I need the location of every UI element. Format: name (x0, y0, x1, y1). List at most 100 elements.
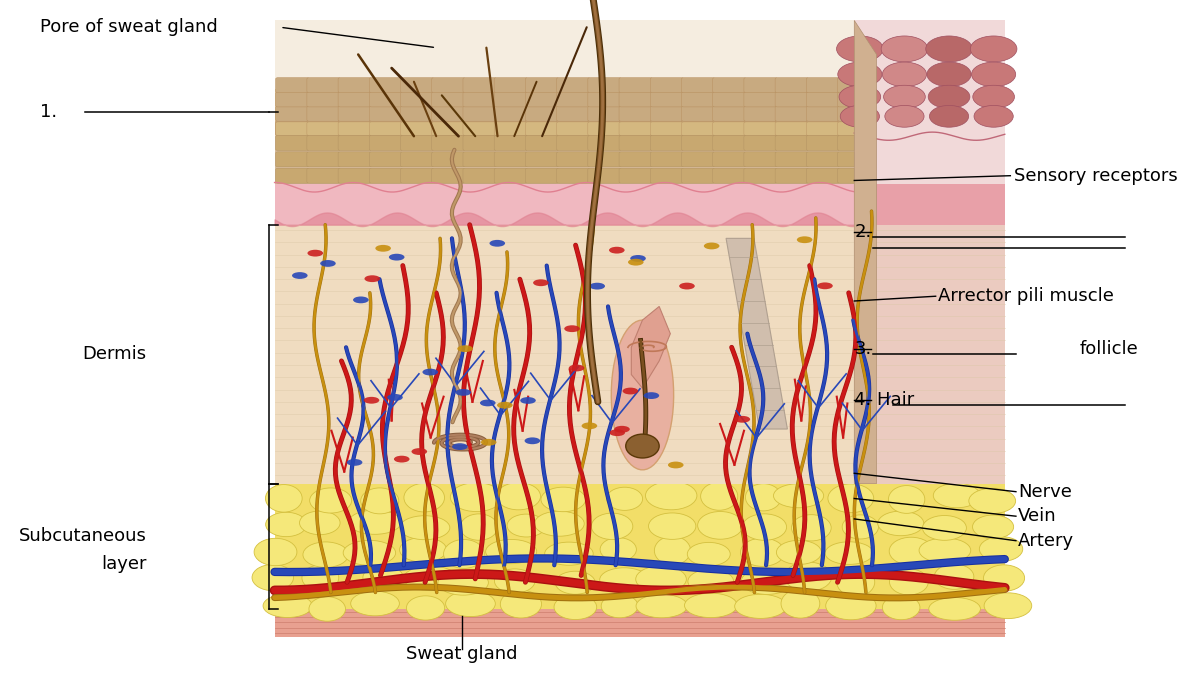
Ellipse shape (556, 571, 595, 595)
FancyBboxPatch shape (494, 92, 528, 107)
Ellipse shape (882, 595, 920, 620)
Ellipse shape (743, 514, 786, 540)
Ellipse shape (534, 511, 584, 536)
Ellipse shape (521, 397, 536, 404)
Ellipse shape (774, 484, 823, 508)
Ellipse shape (481, 439, 497, 445)
Ellipse shape (353, 296, 368, 303)
FancyBboxPatch shape (557, 136, 590, 151)
Ellipse shape (636, 566, 686, 592)
FancyBboxPatch shape (370, 122, 403, 136)
Ellipse shape (541, 487, 586, 511)
FancyBboxPatch shape (775, 121, 809, 136)
Ellipse shape (302, 565, 338, 590)
FancyBboxPatch shape (713, 92, 746, 107)
FancyBboxPatch shape (276, 121, 310, 136)
FancyBboxPatch shape (526, 136, 559, 151)
FancyBboxPatch shape (494, 152, 528, 167)
FancyBboxPatch shape (775, 136, 809, 151)
Ellipse shape (497, 402, 512, 409)
Ellipse shape (884, 106, 924, 127)
FancyBboxPatch shape (463, 106, 497, 121)
Ellipse shape (797, 236, 812, 243)
Text: Nerve: Nerve (1018, 483, 1072, 501)
FancyBboxPatch shape (713, 121, 746, 136)
FancyBboxPatch shape (682, 168, 715, 183)
Ellipse shape (929, 597, 980, 620)
FancyBboxPatch shape (276, 168, 310, 183)
Polygon shape (631, 306, 671, 388)
FancyBboxPatch shape (276, 122, 310, 136)
FancyBboxPatch shape (307, 121, 341, 136)
Ellipse shape (928, 85, 970, 108)
FancyBboxPatch shape (744, 78, 778, 93)
Ellipse shape (606, 487, 643, 510)
Ellipse shape (422, 368, 438, 375)
FancyBboxPatch shape (370, 92, 403, 107)
FancyBboxPatch shape (494, 106, 528, 121)
Text: Dermis: Dermis (83, 345, 146, 363)
Ellipse shape (842, 515, 878, 539)
FancyBboxPatch shape (526, 92, 559, 107)
FancyBboxPatch shape (276, 78, 310, 93)
FancyBboxPatch shape (775, 122, 809, 136)
FancyBboxPatch shape (463, 168, 497, 183)
Ellipse shape (445, 591, 496, 616)
FancyBboxPatch shape (557, 106, 590, 121)
FancyBboxPatch shape (682, 121, 715, 136)
Ellipse shape (361, 488, 398, 514)
FancyBboxPatch shape (494, 136, 528, 151)
FancyBboxPatch shape (401, 92, 434, 107)
Polygon shape (854, 20, 876, 484)
FancyBboxPatch shape (744, 121, 778, 136)
Ellipse shape (403, 566, 457, 590)
Ellipse shape (668, 462, 684, 469)
FancyBboxPatch shape (432, 152, 466, 167)
Ellipse shape (610, 429, 625, 436)
Ellipse shape (623, 387, 638, 394)
Ellipse shape (569, 364, 584, 371)
Ellipse shape (935, 564, 974, 589)
FancyBboxPatch shape (806, 106, 840, 121)
FancyBboxPatch shape (307, 152, 341, 167)
Ellipse shape (785, 562, 832, 591)
FancyBboxPatch shape (744, 106, 778, 121)
Ellipse shape (838, 62, 882, 86)
Ellipse shape (347, 459, 362, 466)
Ellipse shape (480, 400, 496, 407)
FancyBboxPatch shape (370, 78, 403, 93)
Ellipse shape (497, 483, 540, 510)
FancyBboxPatch shape (307, 92, 341, 107)
FancyBboxPatch shape (494, 121, 528, 136)
FancyBboxPatch shape (619, 92, 653, 107)
FancyBboxPatch shape (276, 136, 310, 151)
Text: follicle: follicle (1080, 340, 1139, 358)
FancyBboxPatch shape (463, 121, 497, 136)
Ellipse shape (926, 62, 971, 86)
FancyBboxPatch shape (432, 168, 466, 183)
FancyBboxPatch shape (526, 122, 559, 136)
Ellipse shape (600, 537, 636, 561)
Ellipse shape (589, 283, 605, 289)
FancyBboxPatch shape (557, 121, 590, 136)
Ellipse shape (292, 272, 307, 279)
Ellipse shape (252, 565, 294, 590)
FancyBboxPatch shape (838, 136, 871, 151)
FancyBboxPatch shape (650, 122, 684, 136)
Ellipse shape (343, 540, 396, 565)
FancyBboxPatch shape (401, 122, 434, 136)
FancyBboxPatch shape (713, 78, 746, 93)
Ellipse shape (376, 245, 391, 252)
Ellipse shape (648, 513, 696, 539)
FancyBboxPatch shape (557, 168, 590, 183)
FancyBboxPatch shape (744, 136, 778, 151)
Ellipse shape (348, 510, 401, 535)
FancyBboxPatch shape (682, 122, 715, 136)
FancyBboxPatch shape (401, 78, 434, 93)
Bar (275, 136, 854, 184)
Ellipse shape (524, 437, 540, 444)
Ellipse shape (984, 593, 1032, 618)
Ellipse shape (925, 36, 972, 62)
Ellipse shape (839, 85, 881, 108)
Bar (854, 20, 1004, 484)
